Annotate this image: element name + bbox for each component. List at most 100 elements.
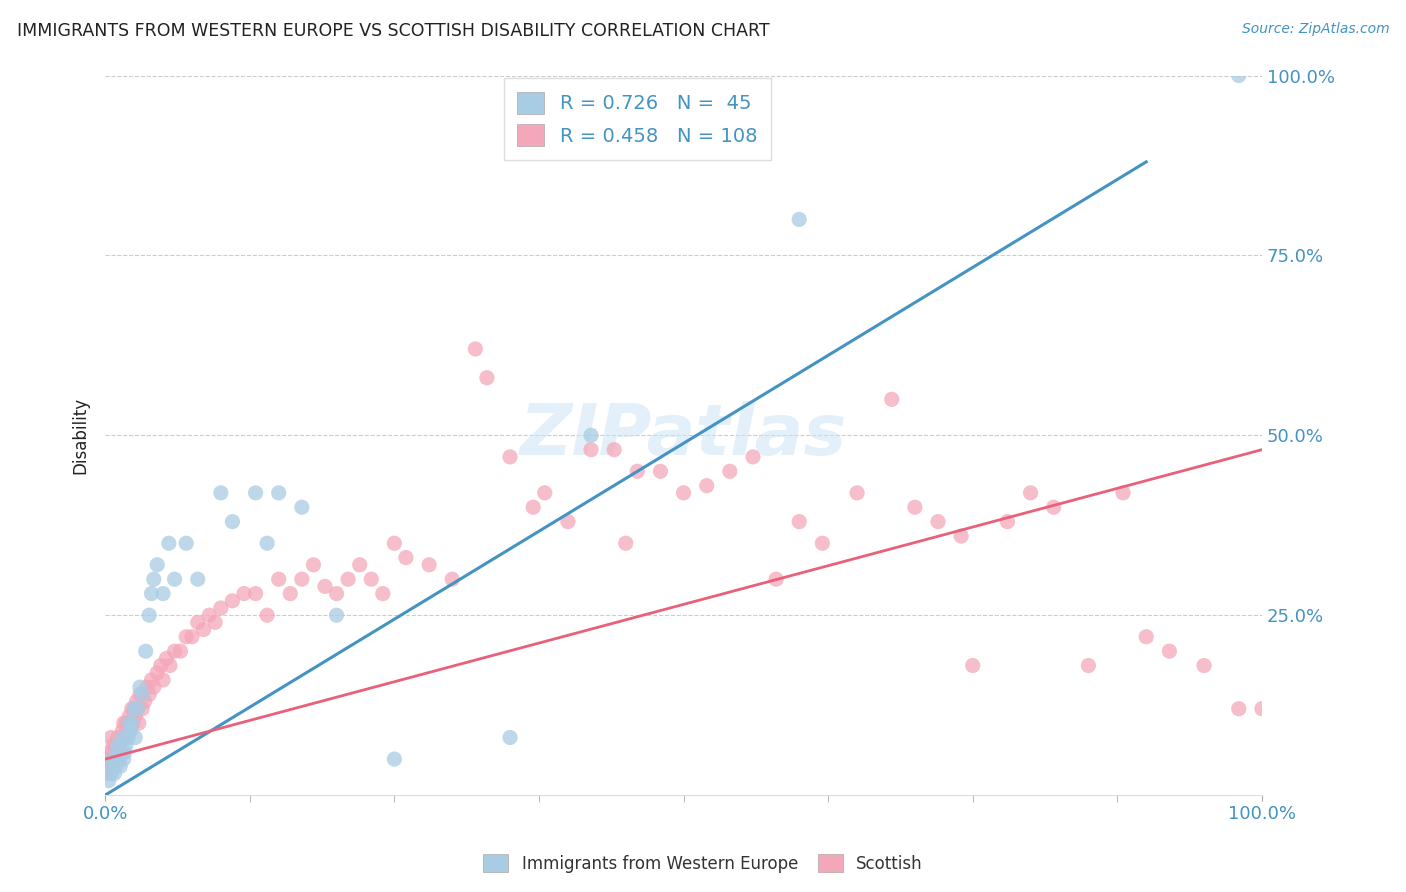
Point <box>233 586 256 600</box>
Point <box>114 731 136 745</box>
Point <box>131 702 153 716</box>
Point <box>221 515 243 529</box>
Point <box>142 572 165 586</box>
Point <box>115 716 138 731</box>
Point <box>97 759 120 773</box>
Point <box>146 665 169 680</box>
Point <box>128 716 150 731</box>
Point <box>115 723 138 738</box>
Point <box>110 731 132 745</box>
Legend: Immigrants from Western Europe, Scottish: Immigrants from Western Europe, Scottish <box>477 847 929 880</box>
Point <box>579 442 602 457</box>
Point <box>950 529 973 543</box>
Point <box>962 658 984 673</box>
Point <box>533 486 555 500</box>
Point <box>325 608 347 623</box>
Text: Source: ZipAtlas.com: Source: ZipAtlas.com <box>1241 22 1389 37</box>
Point <box>1251 702 1274 716</box>
Point <box>181 630 204 644</box>
Point <box>291 572 314 586</box>
Point <box>267 572 290 586</box>
Point <box>108 752 131 766</box>
Point <box>1227 702 1250 716</box>
Point <box>1077 658 1099 673</box>
Point <box>579 428 602 442</box>
Point <box>135 680 157 694</box>
Point <box>110 745 132 759</box>
Point <box>557 515 579 529</box>
Legend: R = 0.726   N =  45, R = 0.458   N = 108: R = 0.726 N = 45, R = 0.458 N = 108 <box>503 78 770 160</box>
Point <box>104 738 127 752</box>
Point <box>131 687 153 701</box>
Point <box>152 673 174 687</box>
Point <box>142 680 165 694</box>
Point <box>245 586 267 600</box>
Point <box>118 716 141 731</box>
Point <box>149 658 172 673</box>
Point <box>765 572 787 586</box>
Point <box>696 478 718 492</box>
Point <box>134 694 156 708</box>
Point <box>603 442 626 457</box>
Point <box>193 623 215 637</box>
Text: ZIPatlas: ZIPatlas <box>520 401 848 470</box>
Point <box>138 687 160 701</box>
Point <box>127 702 149 716</box>
Point <box>101 745 124 759</box>
Point <box>174 536 197 550</box>
Point <box>122 702 145 716</box>
Point <box>159 658 181 673</box>
Point <box>174 630 197 644</box>
Point <box>187 615 209 630</box>
Point <box>522 500 544 515</box>
Point <box>121 716 143 731</box>
Point <box>475 370 498 384</box>
Point <box>122 702 145 716</box>
Point <box>103 752 125 766</box>
Point <box>614 536 637 550</box>
Point <box>107 731 129 745</box>
Point <box>114 745 136 759</box>
Point <box>98 745 121 759</box>
Point <box>204 615 226 630</box>
Point <box>117 716 139 731</box>
Point <box>1309 608 1331 623</box>
Point <box>107 738 129 752</box>
Point <box>152 586 174 600</box>
Point <box>120 723 142 738</box>
Point <box>209 601 232 615</box>
Point <box>464 342 486 356</box>
Point <box>846 486 869 500</box>
Point <box>108 738 131 752</box>
Point <box>997 515 1019 529</box>
Point <box>787 515 810 529</box>
Point <box>371 586 394 600</box>
Point <box>163 572 186 586</box>
Point <box>880 392 903 407</box>
Point <box>1274 630 1296 644</box>
Point <box>121 702 143 716</box>
Point <box>1331 680 1354 694</box>
Point <box>110 759 132 773</box>
Point <box>125 694 148 708</box>
Point <box>787 212 810 227</box>
Point <box>904 500 927 515</box>
Point <box>100 731 122 745</box>
Point <box>1159 644 1181 658</box>
Point <box>187 572 209 586</box>
Point <box>325 586 347 600</box>
Text: IMMIGRANTS FROM WESTERN EUROPE VS SCOTTISH DISABILITY CORRELATION CHART: IMMIGRANTS FROM WESTERN EUROPE VS SCOTTI… <box>17 22 769 40</box>
Point <box>138 608 160 623</box>
Point <box>1227 69 1250 83</box>
Point <box>129 687 152 701</box>
Point <box>117 731 139 745</box>
Point <box>742 450 765 464</box>
Point <box>163 644 186 658</box>
Point <box>104 759 127 773</box>
Point <box>302 558 325 572</box>
Point <box>626 464 648 478</box>
Point <box>1192 658 1215 673</box>
Point <box>384 536 406 550</box>
Point <box>103 766 125 780</box>
Point <box>141 586 163 600</box>
